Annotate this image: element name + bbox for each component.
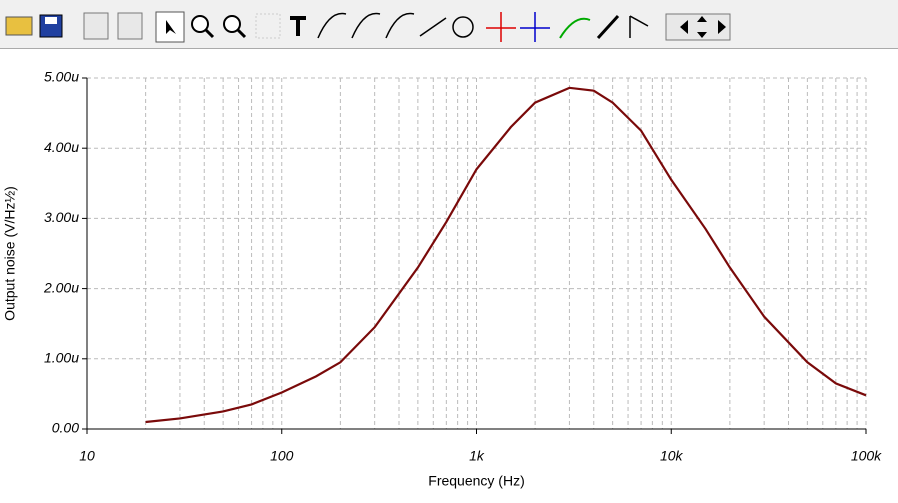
x-tick-label: 100k [851, 448, 882, 464]
save-button[interactable] [39, 14, 63, 38]
paste-button[interactable] [117, 12, 143, 40]
zoom-in-button[interactable] [191, 15, 215, 39]
zoom-100-button[interactable] [223, 15, 247, 39]
grid-button[interactable] [255, 13, 281, 39]
y-tick-label: 5.00u [44, 69, 79, 85]
y-tick-label: 3.00u [44, 209, 79, 225]
y-tick-label: 0.00 [52, 420, 79, 436]
cursor-tools[interactable] [317, 12, 474, 39]
toolbar [0, 0, 898, 49]
plot-area: 10 100 1k 10k 100k 0.00 1.00u 2.00u 3.00u 4.00u 5.… [2, 69, 882, 489]
y-tick-label: 2.00u [43, 279, 79, 295]
x-tick-label: 100 [270, 448, 294, 464]
copy-button[interactable] [83, 12, 109, 40]
x-tick-label: 1k [469, 448, 485, 464]
y-tick-label: 4.00u [44, 139, 79, 155]
x-tick-label: 10k [660, 448, 684, 464]
marker-tools[interactable] [486, 12, 731, 42]
data-line [145, 86, 867, 424]
x-axis-label: Frequency (Hz) [428, 473, 524, 489]
y-tick-label: 1.00u [44, 350, 79, 366]
x-tick-label: 10 [79, 448, 95, 464]
select-button[interactable] [155, 11, 185, 43]
y-axis-label: Output noise (V/Hz½) [2, 186, 18, 321]
open-button[interactable] [5, 16, 33, 36]
text-button[interactable] [290, 16, 306, 36]
